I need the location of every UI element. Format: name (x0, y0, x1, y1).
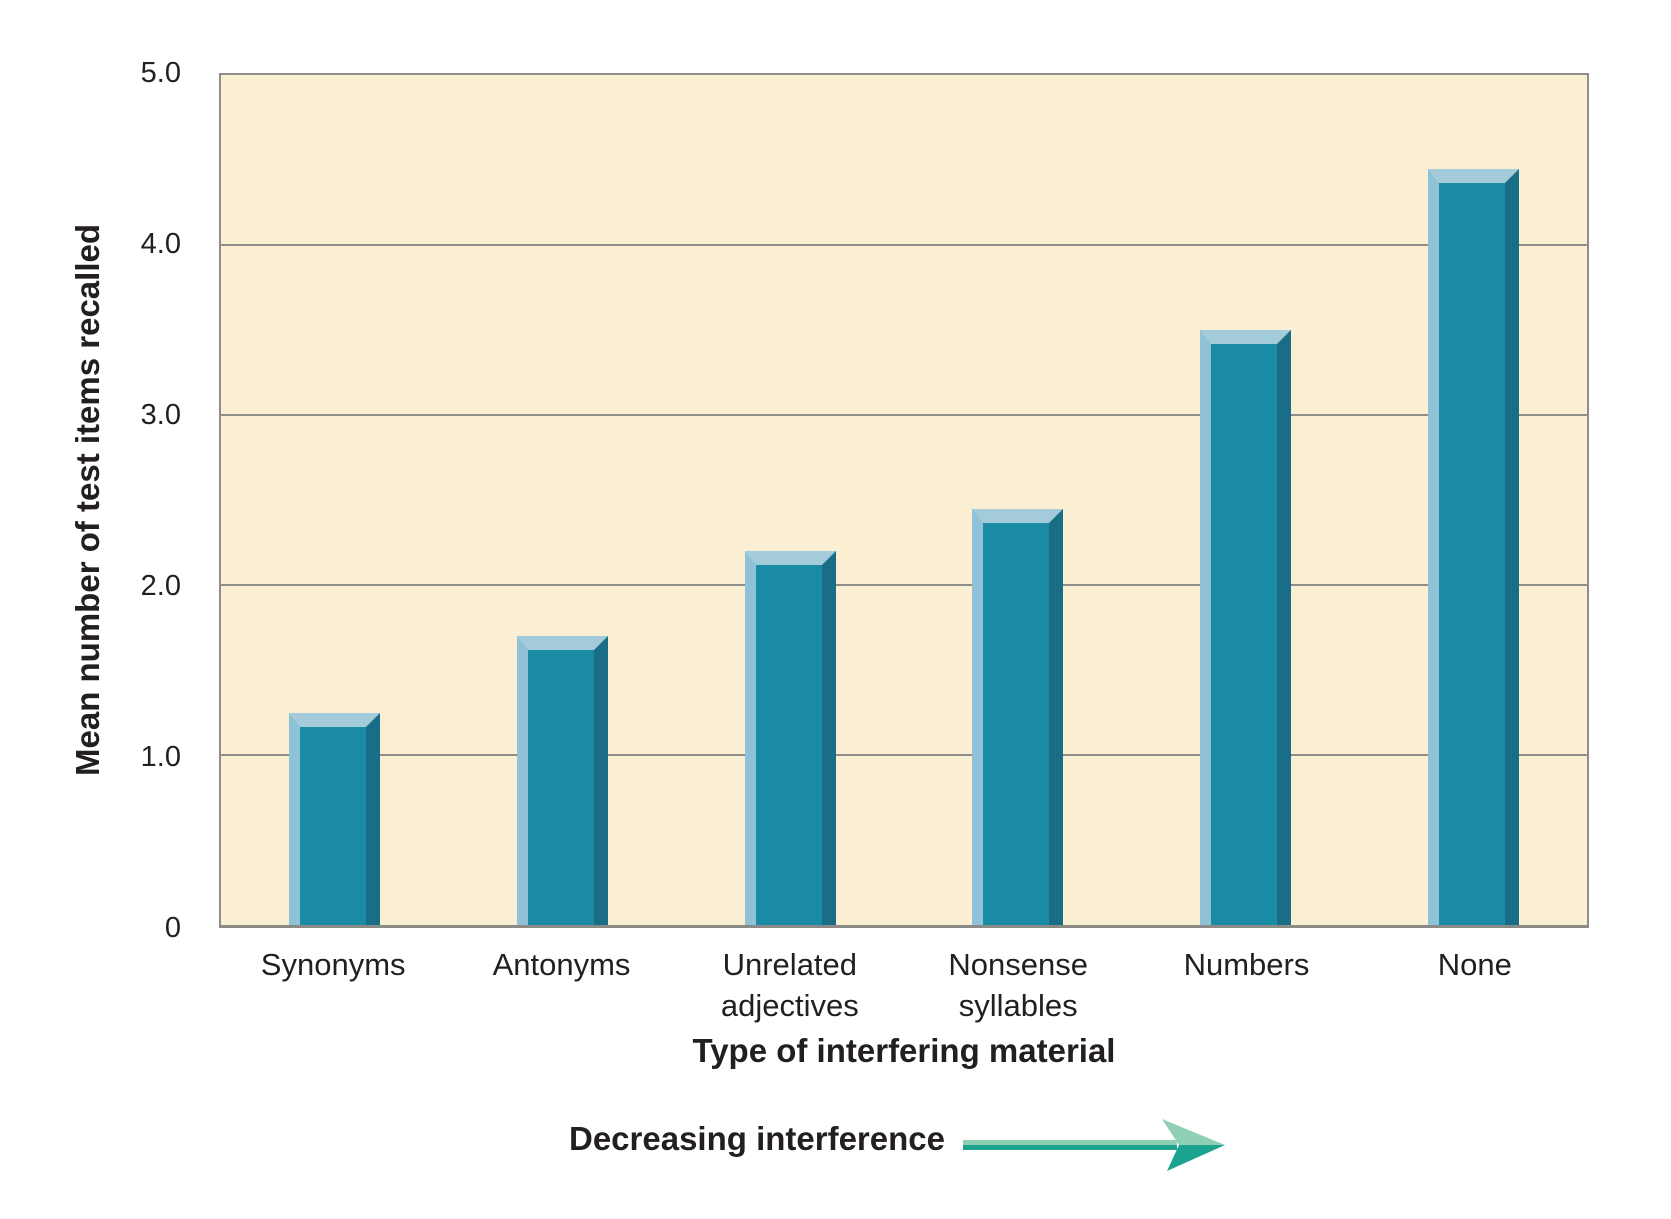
y-axis-tick-labels: 0 1.0 2.0 3.0 4.0 5.0 (60, 57, 200, 944)
bar-synonyms (289, 712, 381, 925)
y-tick-label: 5.0 (140, 57, 181, 89)
gridline (221, 244, 1587, 246)
x-category-label: Nonsense syllables (948, 947, 1088, 1023)
bar-none (1427, 168, 1519, 925)
bar-unrelated-adjectives (744, 551, 836, 925)
gridline (221, 414, 1587, 416)
y-tick-label: 2.0 (140, 570, 181, 602)
bar-numbers (1199, 330, 1291, 925)
y-tick-label: 4.0 (140, 228, 181, 260)
x-category-label: Synonyms (260, 947, 406, 982)
plot-area (219, 73, 1589, 928)
gridline (221, 754, 1587, 756)
right-arrow-icon (963, 1119, 1225, 1171)
x-axis-title: Type of interfering material (692, 1032, 1116, 1069)
x-axis-category-labels: Synonyms Antonyms Unrelated adjectives Nons… (219, 945, 1589, 1027)
x-category-label: Antonyms (492, 947, 631, 982)
annotation-label: Decreasing interference (568, 1120, 945, 1157)
bar-nonsense-syllables (972, 508, 1064, 925)
y-tick-label: 3.0 (140, 399, 181, 431)
y-tick-label: 1.0 (140, 741, 181, 773)
bar-group (221, 75, 1587, 925)
bar-antonyms (516, 636, 608, 925)
x-category-label: None (1437, 947, 1512, 982)
y-tick-label: 0 (164, 912, 181, 944)
x-category-label: Unrelated adjectives (720, 947, 859, 1023)
gridline (221, 584, 1587, 586)
x-category-label: Numbers (1183, 947, 1310, 982)
